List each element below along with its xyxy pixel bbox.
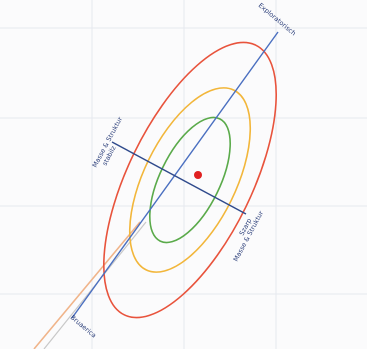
outer-ellipse [103,41,277,319]
trail-line-orange [33,221,141,349]
middle-ellipse [128,87,252,273]
center-point [194,171,202,179]
major-axis-bottom-label: Bruaerica [69,313,98,339]
minor-axis-right-label-2: Masse & Struktur [232,209,266,263]
major-axis [71,31,279,319]
ellipse-group [103,41,277,319]
minor-axis [111,141,247,215]
inner-ellipse [149,116,231,244]
